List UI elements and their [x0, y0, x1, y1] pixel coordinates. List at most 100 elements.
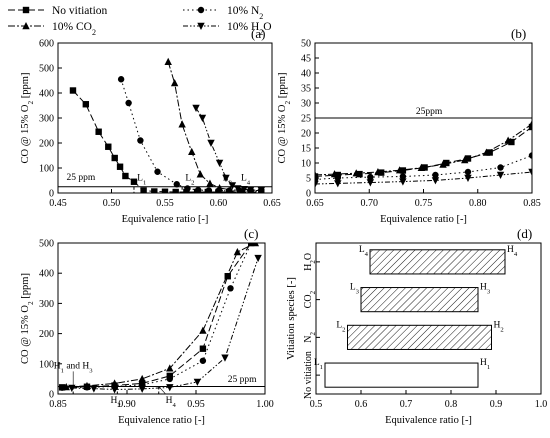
data-point — [356, 170, 363, 178]
y-tick-label: 5 — [306, 174, 311, 185]
data-point — [62, 383, 70, 391]
x-tick-label: 0.50 — [103, 198, 121, 209]
data-point — [330, 170, 339, 178]
x-tick-label: 0.75 — [415, 198, 433, 209]
data-point — [166, 364, 174, 372]
data-point — [352, 169, 360, 177]
data-point — [194, 186, 202, 193]
x-tick-label: 0.65 — [306, 198, 324, 209]
data-point — [166, 375, 173, 383]
data-point — [137, 137, 144, 144]
data-point — [166, 384, 174, 392]
threshold-label: 25 ppm — [67, 173, 96, 183]
y-tick-label: 200 — [39, 139, 54, 150]
x-tick-label: 0.8 — [445, 399, 458, 410]
data-point — [199, 357, 207, 364]
y-tick-label: 45 — [301, 54, 311, 65]
data-point — [431, 177, 440, 185]
legend: No vitiation 10% N2 10% CO2 10% H2O — [8, 5, 272, 37]
data-point — [199, 345, 207, 352]
x-tick-label: 0.6 — [355, 399, 368, 410]
data-point — [130, 178, 138, 185]
x-tick-label: 0.80 — [469, 198, 487, 209]
series-line-2 — [66, 243, 256, 388]
y-tick-label: 40 — [301, 69, 311, 80]
limit-label-0: L1 — [137, 174, 146, 187]
data-point — [192, 104, 200, 112]
range-low-label-2: L3 — [350, 283, 360, 296]
x-tick-label: 1.0 — [535, 399, 548, 410]
data-point — [199, 326, 207, 334]
category-label-3: H2O — [303, 253, 317, 271]
data-point — [154, 168, 161, 175]
x-tick-label: 0.60 — [210, 198, 228, 209]
series-line-3 — [315, 171, 532, 185]
y-tick-label: 600 — [39, 39, 54, 50]
plot-frame — [57, 42, 273, 194]
x-tick-label: 0.70 — [361, 198, 379, 209]
panel-c: 0.85 0.90 0.95 1.00 0 100 200 300 400 500 Equivale… — [20, 226, 274, 426]
data-point — [138, 385, 146, 393]
threshold-label: 25ppm — [416, 107, 443, 117]
data-point — [172, 188, 179, 193]
y-tick-label: 200 — [39, 329, 54, 340]
y-axis-label: CO @ 15% O2 [ppm] — [20, 273, 35, 364]
data-point — [125, 99, 132, 107]
y-tick-label: 20 — [301, 129, 311, 140]
range-high-label-1: H2 — [494, 320, 504, 333]
data-point — [395, 166, 404, 174]
data-point — [226, 185, 234, 193]
range-high-label-0: H1 — [480, 358, 490, 371]
y-tick-label: 100 — [39, 359, 54, 370]
x-tick-label: 0.9 — [490, 399, 503, 410]
data-point — [164, 57, 172, 65]
data-point — [69, 87, 77, 94]
data-point — [528, 168, 532, 176]
data-point — [504, 136, 512, 144]
range-bar-0 — [324, 362, 479, 388]
y-tick-label: 300 — [39, 114, 54, 125]
legend-marker-2 — [22, 22, 30, 30]
panel-label: (d) — [517, 226, 532, 241]
legend-label-0: No vitiation — [52, 5, 108, 17]
data-point — [482, 148, 491, 156]
data-point — [439, 160, 447, 168]
x-axis-label: Equivalence ratio [-] — [118, 415, 205, 426]
x-tick-label: 0.85 — [49, 399, 67, 410]
legend-marker-0 — [22, 6, 30, 14]
data-point — [83, 381, 91, 390]
y-axis-label: Vitiation species [-] — [286, 277, 297, 360]
category-label-1: N2 — [303, 332, 317, 343]
data-point — [228, 182, 237, 190]
plot-frame — [57, 242, 266, 395]
y-tick-label: 500 — [39, 239, 54, 250]
data-point — [151, 188, 158, 193]
x-tick-label: 0.95 — [187, 399, 205, 410]
series-group — [69, 57, 265, 193]
data-point — [233, 248, 242, 256]
series-group — [315, 120, 532, 188]
legend-label-3: 10% H2O — [227, 21, 272, 37]
data-point — [205, 187, 213, 193]
data-point — [173, 181, 180, 188]
y-tick-label: 100 — [39, 164, 54, 175]
y-tick-label: 0 — [306, 189, 311, 200]
data-point — [215, 184, 224, 192]
data-point — [464, 174, 472, 182]
data-point — [315, 171, 319, 179]
data-point — [170, 79, 179, 87]
panel-label: (a) — [251, 26, 265, 41]
data-point — [90, 385, 98, 393]
data-point — [140, 187, 147, 193]
y-tick-label: 0 — [49, 390, 54, 401]
limit-leader — [158, 386, 166, 395]
data-point — [528, 120, 532, 128]
legend-label-2: 10% CO2 — [52, 21, 96, 37]
series-line-3 — [195, 107, 262, 191]
legend-label-1: 10% N2 — [227, 5, 263, 21]
range-low-label-1: L2 — [336, 320, 345, 333]
data-point — [188, 147, 196, 155]
data-point — [461, 156, 469, 164]
data-point — [138, 374, 146, 383]
data-point — [224, 273, 231, 280]
